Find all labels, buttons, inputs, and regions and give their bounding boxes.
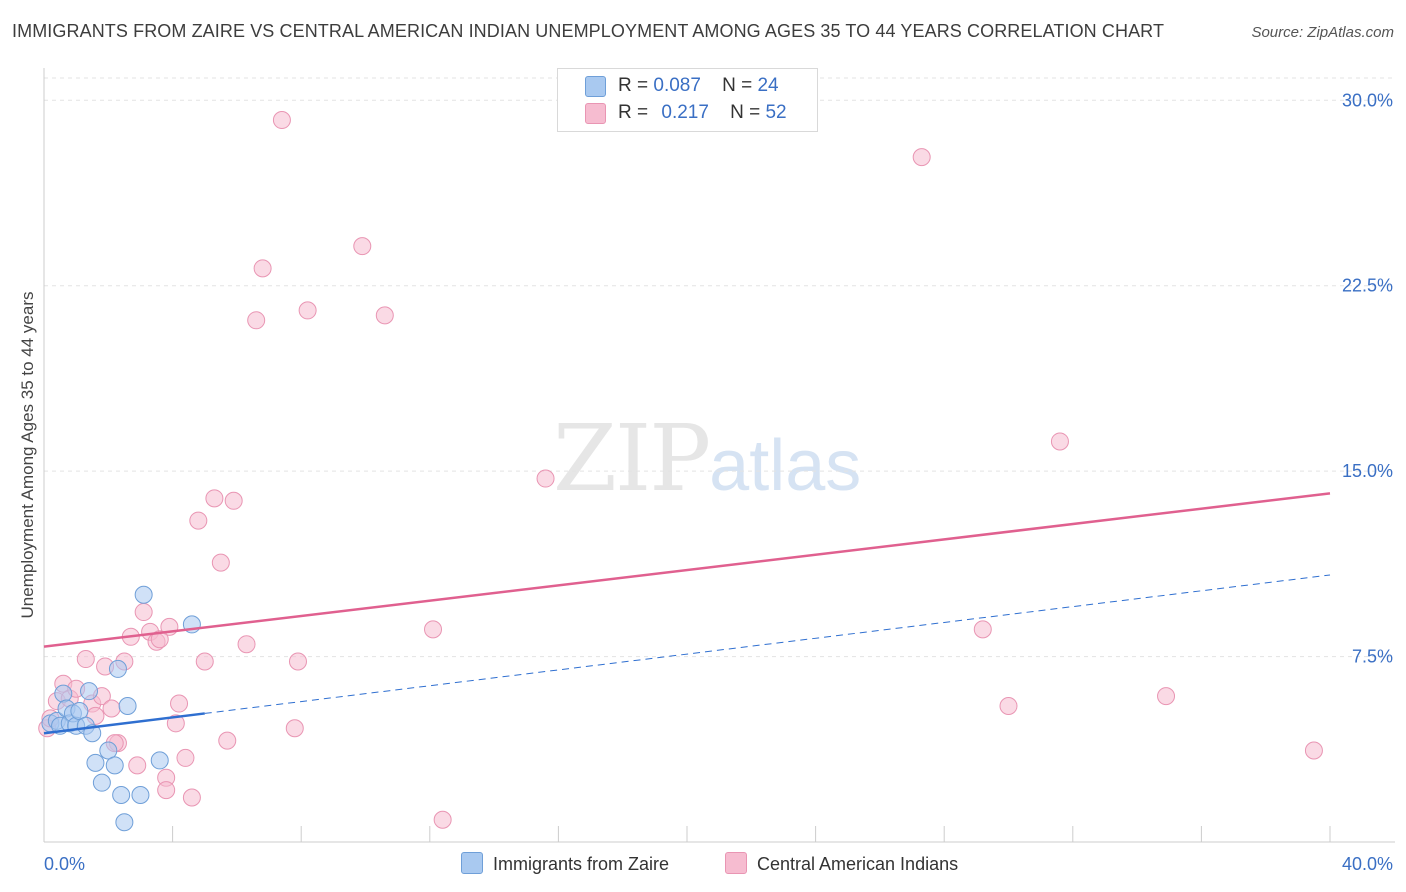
legend-swatch-zaire [585, 76, 606, 97]
data-point-zaire [112, 786, 131, 805]
data-point-central-american [166, 714, 185, 733]
y-tick-label: 15.0% [1342, 461, 1393, 481]
bottom-legend-label-zaire: Immigrants from Zaire [493, 854, 670, 874]
watermark-zip: ZIP [553, 405, 711, 512]
data-point-central-american [353, 237, 372, 256]
legend-n-value: 52 [765, 102, 787, 123]
correlation-legend: R = 0.087 N = 24 R = 0.217 N = 52 [557, 68, 818, 132]
data-point-zaire [99, 741, 118, 760]
legend-n-label: N = [730, 102, 761, 123]
data-point-central-american [536, 469, 555, 488]
data-point-central-american [150, 630, 169, 649]
data-point-zaire [108, 659, 127, 678]
data-point-zaire [70, 701, 89, 720]
data-point-central-american [375, 306, 394, 325]
data-point-central-american [195, 652, 214, 671]
data-point-central-american [433, 810, 452, 829]
legend-n-value: 24 [757, 75, 779, 96]
data-point-central-american [237, 635, 256, 654]
data-point-zaire [118, 697, 137, 716]
data-point-central-american [224, 491, 243, 510]
bottom-legend-label-central-american: Central American Indians [757, 854, 959, 874]
y-tick-label: 7.5% [1352, 647, 1393, 667]
y-tick-label: 30.0% [1342, 90, 1393, 110]
data-point-zaire [86, 753, 105, 772]
data-point-central-american [128, 756, 147, 775]
trendline-central-american [43, 492, 1331, 648]
data-point-central-american [912, 148, 931, 167]
trendline-zaire [43, 712, 205, 735]
data-point-central-american [134, 603, 153, 622]
data-point-central-american [176, 748, 195, 767]
data-point-zaire [80, 682, 99, 701]
data-point-central-american [218, 731, 237, 750]
data-point-central-american [253, 259, 272, 278]
legend-n-label: N = [722, 75, 753, 96]
watermark-atlas: atlas [709, 426, 862, 506]
legend-r-label: R = [618, 102, 649, 123]
legend-swatch-central-american [585, 103, 606, 124]
data-point-zaire [92, 773, 111, 792]
source-credit: Source: ZipAtlas.com [1251, 24, 1394, 41]
data-point-central-american [973, 620, 992, 639]
data-point-zaire [115, 813, 134, 832]
bottom-legend-swatch-zaire [461, 852, 483, 874]
data-point-central-american [102, 699, 121, 718]
data-point-central-american [189, 511, 208, 530]
data-point-zaire [134, 585, 153, 604]
data-point-central-american [999, 697, 1018, 716]
data-point-central-american [211, 553, 230, 572]
trendline-zaire-extension [204, 574, 1331, 714]
data-point-central-american [182, 788, 201, 807]
data-point-central-american [1157, 687, 1176, 706]
legend-r-value: 0.217 [661, 102, 709, 123]
data-point-zaire [54, 684, 73, 703]
data-point-central-american [1304, 741, 1323, 760]
data-point-central-american [424, 620, 443, 639]
watermark: ZIPatlas [553, 405, 861, 512]
x-tick-label: 0.0% [44, 854, 85, 874]
data-point-central-american [247, 311, 266, 330]
data-point-central-american [285, 719, 304, 738]
data-point-central-american [298, 301, 317, 320]
data-point-central-american [157, 781, 176, 800]
bottom-legend-swatch-central-american [725, 852, 747, 874]
data-point-central-american [1050, 432, 1069, 451]
bottom-legend-central-american: Central American Indians [725, 852, 958, 875]
data-point-zaire [131, 786, 150, 805]
data-point-central-american [272, 111, 291, 130]
y-tick-label: 22.5% [1342, 276, 1393, 296]
x-tick-label: 40.0% [1342, 854, 1393, 874]
data-point-central-american [288, 652, 307, 671]
data-point-zaire [150, 751, 169, 770]
chart-title: IMMIGRANTS FROM ZAIRE VS CENTRAL AMERICA… [12, 21, 1165, 41]
data-point-zaire [105, 756, 124, 775]
legend-r-value: 0.087 [653, 75, 701, 96]
data-point-central-american [170, 694, 189, 713]
data-point-central-american [205, 489, 224, 508]
bottom-legend-zaire: Immigrants from Zaire [461, 852, 669, 875]
legend-r-label: R = [618, 75, 649, 96]
data-point-central-american [76, 650, 95, 669]
